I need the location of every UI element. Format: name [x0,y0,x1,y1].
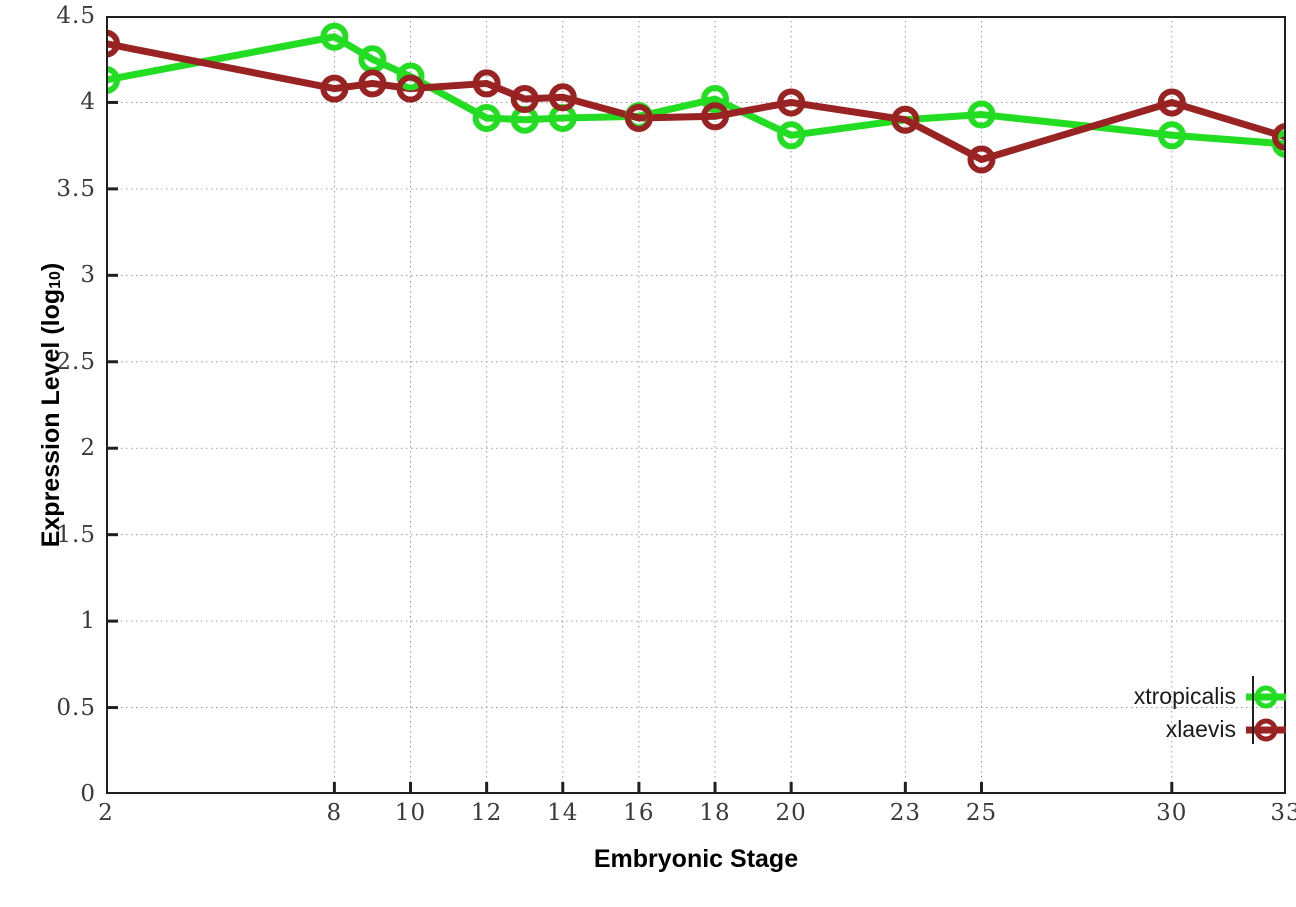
series-markers-xlaevis [106,29,1286,174]
data-point[interactable] [1157,88,1186,117]
y-tick-label: 0.5 [56,694,96,721]
x-tick-label: 16 [623,800,655,826]
x-tick-label: 14 [547,800,579,826]
data-point[interactable] [1272,123,1286,152]
data-point[interactable] [510,84,539,113]
x-tick-label: 33 [1270,800,1296,826]
data-point[interactable] [106,29,120,58]
legend-marker-icon [1246,717,1286,743]
data-point[interactable] [106,65,120,94]
data-point[interactable] [624,104,653,132]
y-tick-label: 1 [80,608,96,635]
x-tick-label: 10 [394,800,427,826]
legend-item-xlaevis[interactable]: xlaevis [1106,713,1286,746]
data-point[interactable] [548,83,577,112]
legend-marker-icon [1246,684,1286,710]
chart-legend: xtropicalis xlaevis [1106,678,1286,748]
data-point[interactable] [358,69,387,98]
data-point[interactable] [320,74,349,103]
x-tick-label: 18 [699,800,731,826]
x-tick-label: 20 [775,800,807,826]
data-point[interactable] [396,62,425,91]
data-point[interactable] [777,121,806,150]
x-tick-label: 12 [471,800,503,826]
data-point[interactable] [472,104,501,132]
x-axis-title: Embryonic Stage [593,845,799,873]
legend-item-xtropicalis[interactable]: xtropicalis [1106,680,1286,713]
y-tick-label: 2.5 [56,348,96,375]
y-tick-label: 4 [80,89,96,116]
legend-label: xtropicalis [1133,683,1236,709]
y-tick-label: 0 [80,781,96,807]
y-tick-label: 4.5 [56,3,96,29]
data-point[interactable] [891,105,920,134]
data-point[interactable] [701,84,730,113]
x-axis-tick-labels: 2 8 10 12 14 16 18 20 23 25 30 33 [98,800,1296,834]
legend-label: xlaevis [1165,716,1236,742]
y-tick-label: 2 [80,435,96,462]
data-point[interactable] [967,100,996,129]
data-point[interactable] [701,102,730,131]
x-tick-label: 25 [965,800,998,826]
x-tick-label: 2 [98,800,114,826]
y-tick-label: 3.5 [56,175,96,202]
data-point[interactable] [320,22,349,51]
x-tick-label: 30 [1156,800,1188,826]
data-point[interactable] [396,74,425,103]
series-line-xtropicalis [106,33,1286,148]
data-point[interactable] [777,88,806,117]
chart-canvas [106,16,1286,794]
data-point[interactable] [472,69,501,98]
data-point[interactable] [1157,121,1186,150]
x-tick-label: 23 [889,800,921,826]
y-tick-label: 3 [80,262,96,289]
y-axis-tick-labels: 0 0.5 1 1.5 2 2.5 3 3.5 4 4.5 [0,3,96,807]
x-tick-label: 8 [326,800,343,826]
series-line-xlaevis [106,40,1286,163]
data-point[interactable] [967,145,996,174]
y-tick-label: 1.5 [56,521,96,548]
